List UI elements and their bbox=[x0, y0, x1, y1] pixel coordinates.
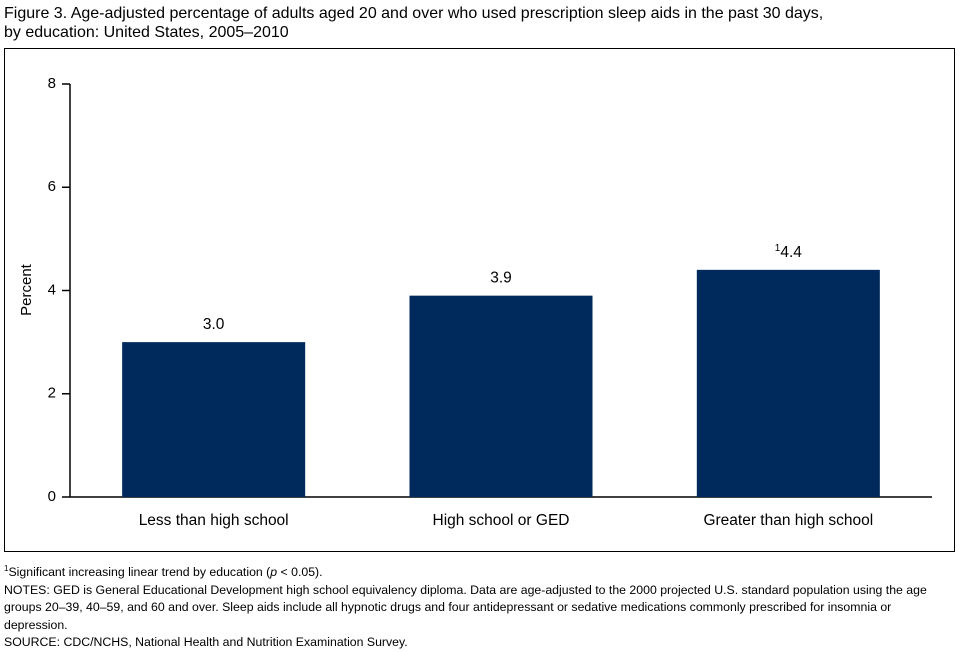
value-label-text: 4.4 bbox=[780, 244, 802, 261]
y-tick-label: 4 bbox=[48, 281, 56, 298]
value-label-text: 3.0 bbox=[203, 316, 225, 333]
bar bbox=[122, 342, 306, 497]
bar bbox=[409, 295, 593, 497]
x-tick-label: Greater than high school bbox=[703, 512, 873, 529]
x-tick-label: High school or GED bbox=[433, 512, 570, 529]
value-label: 3.9 bbox=[490, 270, 512, 287]
y-tick-label: 0 bbox=[48, 488, 56, 505]
y-axis-label: Percent bbox=[18, 263, 35, 316]
y-tick-label: 8 bbox=[48, 75, 56, 92]
footnote: 1Significant increasing linear trend by … bbox=[4, 560, 954, 582]
chart: Figure 3. Age-adjusted percentage of adu… bbox=[4, 5, 955, 552]
source: SOURCE: CDC/NCHS, National Health and Nu… bbox=[4, 635, 408, 649]
bar bbox=[696, 269, 880, 497]
footnote-marker: 1 bbox=[4, 564, 9, 573]
value-label-marker: 1 bbox=[775, 242, 781, 253]
value-label-text: 3.9 bbox=[490, 270, 512, 287]
notes-block: 1Significant increasing linear trend by … bbox=[4, 560, 954, 652]
chart-title-line: Figure 3. Age-adjusted percentage of adu… bbox=[4, 5, 823, 22]
y-tick-label: 2 bbox=[48, 385, 56, 402]
chart-frame bbox=[4, 48, 955, 552]
value-label: 3.0 bbox=[203, 316, 225, 333]
value-label: 14.4 bbox=[775, 242, 802, 260]
chart-title-line: by education: United States, 2005–2010 bbox=[4, 24, 289, 41]
x-tick-label: Less than high school bbox=[139, 512, 289, 529]
y-tick-label: 6 bbox=[48, 178, 56, 195]
footnote-text: Significant increasing linear trend by e… bbox=[8, 565, 271, 579]
footnote-text: < 0.05). bbox=[277, 565, 323, 579]
notes: NOTES: GED is General Educational Develo… bbox=[4, 582, 927, 632]
footnote-italic: p bbox=[270, 565, 278, 579]
